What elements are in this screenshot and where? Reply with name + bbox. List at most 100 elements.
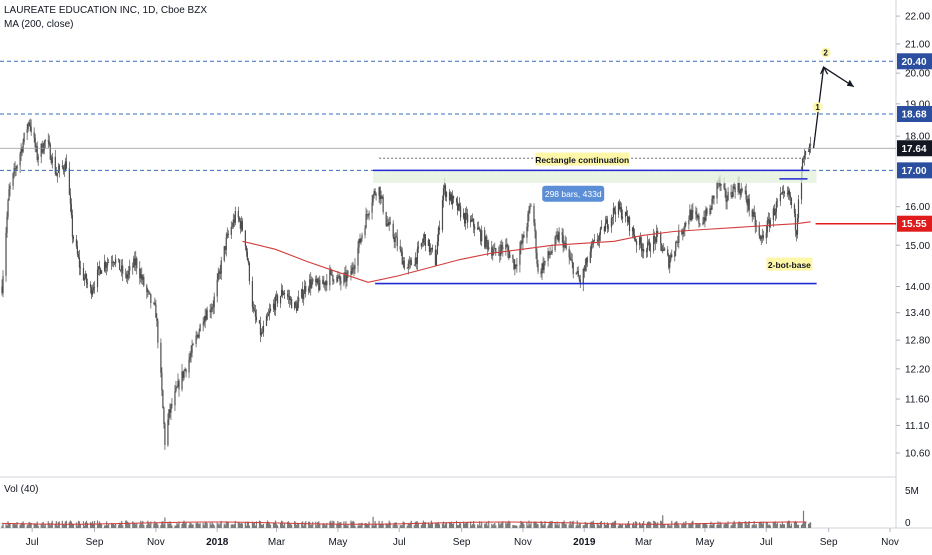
candle-body	[612, 207, 615, 218]
candle-body	[781, 191, 783, 194]
candle-body	[436, 241, 439, 255]
candle-body	[218, 271, 220, 273]
candle-body	[655, 237, 657, 243]
volume-indicator-label[interactable]: Vol (40)	[4, 484, 39, 495]
y-tick-label: 16.00	[905, 202, 930, 213]
candle-body	[739, 190, 741, 195]
candle-body	[789, 195, 792, 198]
candle-body	[22, 141, 24, 152]
volume-bar	[706, 524, 708, 528]
candle-body	[170, 404, 172, 413]
volume-bar	[115, 523, 117, 528]
volume-bar	[230, 524, 232, 528]
volume-bar	[170, 523, 172, 528]
volume-bar	[113, 523, 115, 528]
candle-body	[741, 188, 743, 191]
volume-bar	[753, 521, 755, 528]
projection-arrowhead	[846, 79, 854, 87]
candle-body	[787, 190, 790, 195]
volume-bar	[593, 524, 595, 528]
candle-body	[169, 409, 171, 413]
volume-bar	[37, 525, 39, 528]
candle-body	[182, 371, 184, 378]
volume-bar	[132, 521, 134, 528]
volume-bar	[520, 520, 522, 528]
candle-body	[414, 257, 416, 266]
volume-bar	[44, 523, 46, 528]
candle-body	[55, 173, 57, 176]
candle-body	[598, 234, 600, 241]
candle-body	[614, 211, 617, 215]
volume-bar	[42, 522, 44, 528]
candle-body	[804, 151, 807, 155]
candle-body	[332, 275, 334, 281]
volume-bar	[309, 521, 311, 528]
y-tick-label: 18.00	[905, 132, 930, 143]
candle-body	[401, 251, 403, 265]
volume-bar	[598, 525, 600, 528]
candle-body	[492, 252, 494, 256]
volume-bar	[748, 520, 750, 528]
volume-bar	[704, 522, 706, 528]
volume-bar	[696, 523, 698, 528]
volume-bar	[92, 523, 95, 528]
candle-body	[711, 198, 713, 210]
candle-body	[276, 295, 279, 304]
candle-body	[129, 266, 131, 271]
volume-bar	[718, 524, 720, 528]
volume-bar	[23, 523, 25, 528]
volume-bar	[176, 522, 178, 528]
candle-body	[96, 269, 99, 288]
candle-body	[103, 262, 106, 271]
candle-body	[140, 274, 142, 279]
candle-body	[353, 268, 355, 270]
candle-body	[801, 158, 804, 172]
volume-bar	[248, 525, 250, 528]
candle-body	[359, 238, 361, 243]
volume-bar	[724, 523, 726, 528]
volume-bar	[755, 523, 757, 528]
candle-body	[230, 227, 232, 235]
candle-body	[223, 246, 225, 261]
candle-body	[649, 241, 651, 251]
volume-bar	[563, 520, 565, 528]
volume-bar	[414, 521, 416, 528]
volume-bar	[36, 521, 38, 528]
volume-bar	[43, 525, 45, 528]
candle-body	[247, 259, 249, 263]
volume-bar	[265, 523, 268, 528]
candle-body	[641, 243, 643, 251]
volume-bar	[802, 510, 805, 528]
volume-bar	[457, 525, 460, 528]
volume-bar	[570, 524, 572, 528]
candle-body	[68, 168, 70, 195]
candle-body	[572, 262, 574, 274]
candle-body	[776, 201, 778, 202]
volume-bar	[135, 524, 137, 528]
candle-body	[522, 235, 524, 243]
candle-body	[734, 187, 736, 193]
candle-body	[358, 238, 360, 248]
ma-indicator-label[interactable]: MA (200, close)	[4, 19, 74, 30]
candle-body	[30, 126, 32, 133]
volume-bar	[209, 522, 211, 528]
candle-body	[422, 238, 424, 243]
candle-body	[554, 236, 556, 251]
candle-body	[604, 223, 606, 232]
candle-body	[579, 279, 581, 285]
volume-bar	[647, 521, 649, 528]
volume-tick-label: 5M	[905, 486, 919, 497]
volume-bar	[796, 524, 799, 528]
y-tick-label: 11.60	[905, 395, 930, 406]
candle-body	[769, 220, 771, 227]
candle-body	[105, 265, 108, 268]
volume-bar	[262, 523, 265, 528]
candle-body	[775, 201, 777, 212]
volume-bar	[298, 523, 300, 528]
candle-body	[281, 290, 284, 295]
candle-body	[125, 273, 127, 275]
candle-body	[311, 282, 313, 288]
candle-body	[302, 289, 304, 300]
candle-body	[121, 265, 123, 271]
